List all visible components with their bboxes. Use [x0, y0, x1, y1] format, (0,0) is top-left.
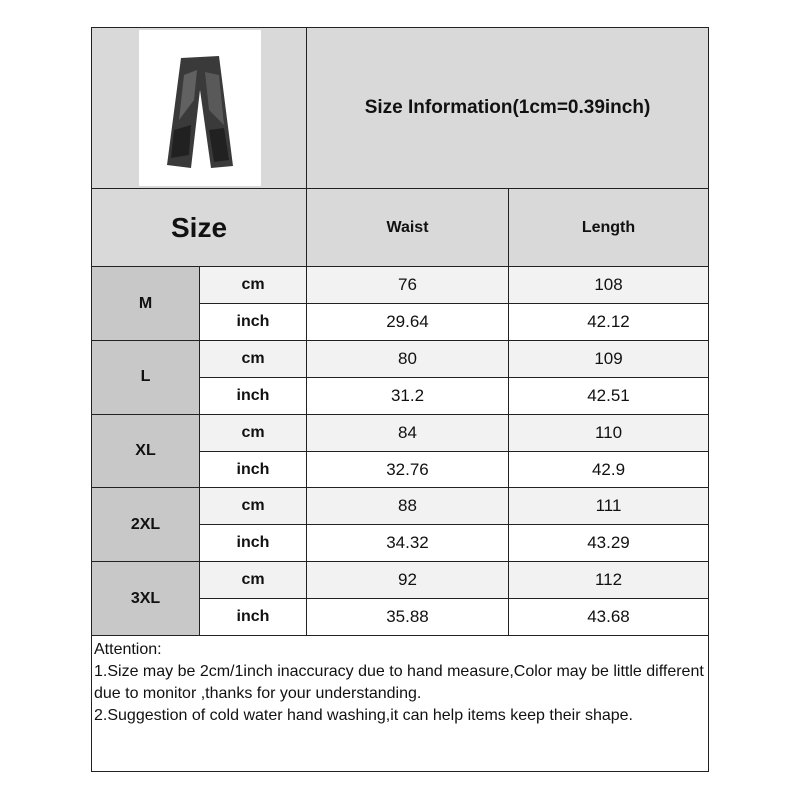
length-header: Length [508, 188, 709, 267]
waist-value: 88 [306, 487, 509, 526]
length-value: 43.68 [508, 598, 709, 637]
unit-label: inch [199, 524, 307, 563]
size-label: 2XL [91, 487, 200, 563]
size-label: 3XL [91, 561, 200, 637]
length-value: 42.12 [508, 303, 709, 341]
waist-value: 84 [306, 413, 509, 452]
length-value: 42.51 [508, 376, 709, 415]
attention-note: 2.Suggestion of cold water hand washing,… [94, 707, 633, 724]
length-value: 112 [508, 561, 709, 600]
page-title: Size Information(1cm=0.39inch) [306, 27, 709, 189]
waist-value: 76 [306, 266, 509, 304]
length-value: 43.29 [508, 524, 709, 563]
waist-value: 92 [306, 561, 509, 600]
length-value: 108 [508, 266, 709, 304]
length-value: 109 [508, 339, 709, 378]
waist-value: 32.76 [306, 450, 509, 489]
unit-label: inch [199, 598, 307, 637]
waist-value: 31.2 [306, 376, 509, 415]
product-image [139, 30, 261, 186]
waist-header: Waist [306, 188, 509, 267]
waist-value: 34.32 [306, 524, 509, 563]
length-value: 42.9 [508, 450, 709, 489]
attention-notes: Attention: 1.Size may be 2cm/1inch inacc… [91, 635, 709, 772]
unit-label: cm [199, 339, 307, 378]
size-label: M [91, 266, 200, 341]
unit-label: cm [199, 487, 307, 526]
unit-label: cm [199, 413, 307, 452]
length-value: 111 [508, 487, 709, 526]
waist-value: 80 [306, 339, 509, 378]
length-value: 110 [508, 413, 709, 452]
unit-label: inch [199, 376, 307, 415]
unit-label: cm [199, 561, 307, 600]
waist-value: 35.88 [306, 598, 509, 637]
attention-note: 1.Size may be 2cm/1inch inaccuracy due t… [94, 663, 709, 702]
product-image-cell [91, 27, 307, 189]
unit-label: cm [199, 266, 307, 304]
attention-heading: Attention: [94, 641, 162, 658]
size-label: XL [91, 413, 200, 489]
unit-label: inch [199, 303, 307, 341]
size-label: L [91, 339, 200, 415]
unit-label: inch [199, 450, 307, 489]
size-header: Size [91, 188, 307, 267]
waist-value: 29.64 [306, 303, 509, 341]
